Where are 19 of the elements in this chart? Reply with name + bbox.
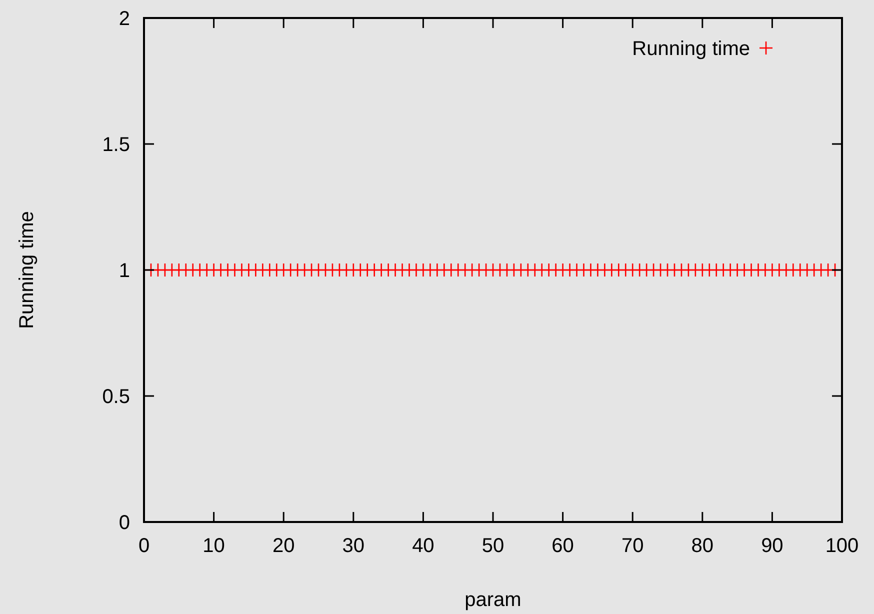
y-tick-label: 1 <box>118 260 130 282</box>
x-axis-title: param <box>464 589 522 611</box>
x-tick-label: 50 <box>482 535 504 557</box>
x-tick-label: 0 <box>138 535 150 557</box>
x-tick-label: 100 <box>825 535 859 557</box>
x-tick-label: 80 <box>691 535 714 557</box>
x-tick-label: 10 <box>202 535 225 557</box>
y-tick-label: 0 <box>118 512 130 534</box>
x-tick-label: 20 <box>272 535 295 557</box>
x-tick-label: 60 <box>552 535 574 557</box>
x-tick-label: 40 <box>412 535 434 557</box>
y-axis-title: Running time <box>16 211 38 329</box>
x-tick-label: 30 <box>342 535 365 557</box>
x-tick-label: 90 <box>761 535 784 557</box>
legend-label: Running time <box>632 38 750 60</box>
y-tick-label: 0.5 <box>102 386 130 408</box>
y-tick-label: 1.5 <box>102 134 130 156</box>
y-tick-label: 2 <box>118 8 130 30</box>
x-tick-label: 70 <box>621 535 644 557</box>
